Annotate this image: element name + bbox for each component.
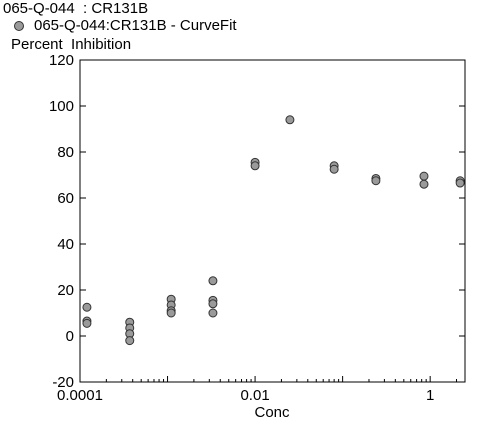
legend-marker-icon <box>14 20 24 31</box>
y-tick-label: 40 <box>57 236 74 253</box>
data-point <box>208 276 218 286</box>
data-point <box>125 336 135 346</box>
y-tick-label: 0 <box>66 328 74 345</box>
y-tick-label: 100 <box>49 98 74 115</box>
data-point <box>455 178 465 188</box>
y-tick-label: 20 <box>57 282 74 299</box>
legend: 065-Q-044:CR131B - CurveFit <box>14 17 237 34</box>
data-point <box>329 164 339 174</box>
y-tick-label: 60 <box>57 190 74 207</box>
y-tick-label: -20 <box>52 374 74 391</box>
plot-frame <box>79 59 466 383</box>
data-point <box>208 299 218 309</box>
y-tick-label: 80 <box>57 144 74 161</box>
x-tick-label: 1 <box>426 387 434 404</box>
data-point <box>82 302 92 312</box>
data-point <box>371 176 381 186</box>
y-axis: -20 0 20 40 60 80 100 120 <box>49 52 465 391</box>
x-tick-label: 0.0001 <box>57 387 103 404</box>
data-point <box>285 115 295 125</box>
data-point <box>419 171 429 181</box>
data-point <box>166 308 176 318</box>
x-axis-label: Conc <box>254 404 290 421</box>
data-point <box>208 308 218 318</box>
data-points <box>82 115 465 346</box>
data-point <box>82 318 92 328</box>
legend-label: 065-Q-044:CR131B - CurveFit <box>34 17 237 34</box>
x-tick-label: 0.01 <box>240 387 269 404</box>
chart-title: 065-Q-044 : CR131B <box>3 0 149 17</box>
data-point <box>419 179 429 189</box>
y-axis-label: Percent Inhibition <box>11 36 132 53</box>
y-tick-label: 120 <box>49 52 74 69</box>
data-point <box>250 161 260 171</box>
x-axis: 0.0001 0.01 1 <box>57 376 458 404</box>
